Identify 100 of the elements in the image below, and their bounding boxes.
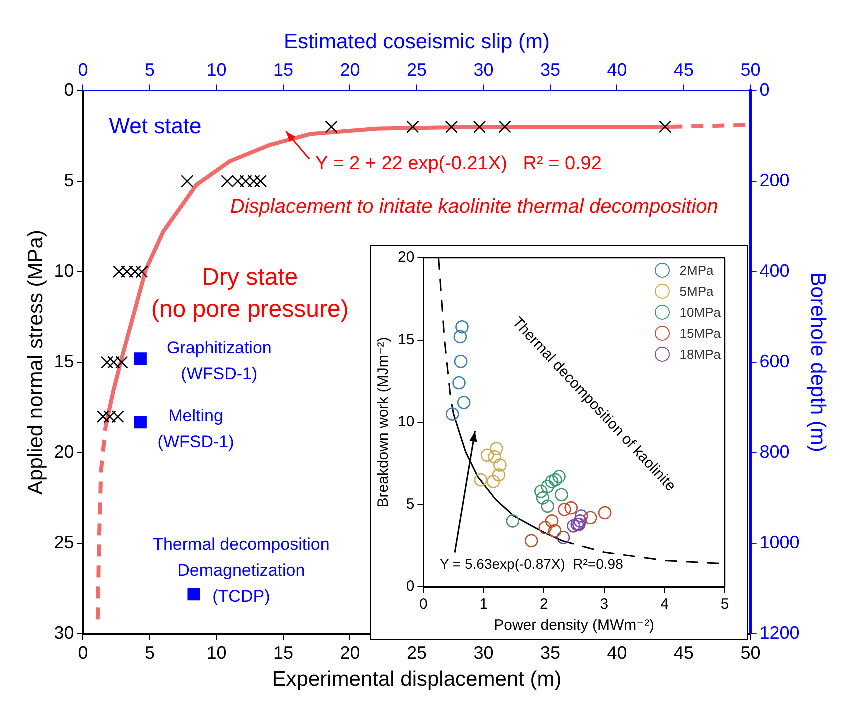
x-tick-label: 40 (607, 642, 628, 663)
x2-tick-label: 0 (78, 60, 88, 80)
y-tick-label: 5 (64, 170, 74, 190)
point (574, 510, 588, 523)
y-tick-label: 0 (406, 578, 415, 596)
annotation: Thermal decomposition Demagnetization (TCDP) (153, 534, 330, 606)
point (134, 352, 147, 366)
annotation: Y = 2 + 22 exp(-0.21X) R² = 0.92 (316, 153, 602, 174)
y2-tick-label: 200 (760, 170, 790, 190)
point (248, 175, 260, 188)
point (473, 120, 486, 134)
point (552, 470, 566, 484)
point (584, 511, 598, 525)
x-tick-label: 0 (420, 596, 428, 614)
point (128, 266, 142, 278)
x2-tick-label: 35 (540, 60, 561, 80)
point (406, 120, 420, 134)
point (456, 320, 469, 334)
x2-tick-label: 20 (340, 60, 360, 80)
x2-axis-title: Estimated coseismic slip (m) (284, 30, 550, 54)
x-tick-label: 0 (78, 642, 88, 663)
point (486, 475, 500, 488)
annotation: Dry state (no pore pressure) (151, 264, 349, 323)
point (541, 500, 554, 514)
point (136, 266, 148, 278)
point (548, 524, 562, 538)
point (534, 484, 548, 498)
point (325, 120, 338, 134)
point (545, 514, 559, 528)
y-tick-label: 25 (54, 532, 74, 553)
point (536, 492, 550, 505)
x-tick-label: 45 (674, 642, 694, 663)
point (555, 488, 568, 502)
y2-tick-label: 1200 (760, 623, 800, 644)
y-tick-label: 30 (54, 623, 74, 644)
x2-tick-label: 5 (144, 60, 155, 80)
y-tick-label: 10 (54, 260, 74, 281)
y-axis-title: Breakdown work (MJm⁻²) (375, 337, 392, 508)
point (558, 503, 572, 516)
point (564, 501, 578, 515)
legend-label: 18MPa (680, 347, 721, 362)
point (488, 450, 502, 464)
point (112, 410, 124, 424)
x-tick-label: 35 (540, 642, 561, 663)
point (659, 120, 672, 134)
point (232, 175, 244, 188)
point (445, 120, 458, 134)
point (524, 534, 538, 548)
point (112, 266, 126, 278)
y-tick-label: 20 (398, 249, 415, 266)
x-axis-title: Experimental displacement (m) (272, 668, 562, 692)
legend-label: 2MPa (680, 263, 714, 278)
x2-tick-label: 10 (206, 60, 227, 80)
point (181, 175, 194, 188)
point (96, 410, 110, 424)
y2-tick-label: 400 (760, 260, 790, 281)
x-tick-label: 4 (660, 596, 669, 614)
annotation: Wet state (109, 113, 202, 138)
annotation: Y = 5.63exp(-0.87X) R²=0.98 (440, 556, 624, 572)
point (108, 356, 120, 369)
y-tick-label: 5 (406, 496, 415, 513)
annotation: Graphitization (WFSD-1) (166, 338, 272, 384)
y-axis-title: Applied normal stress (MPa) (24, 230, 48, 495)
point (492, 468, 506, 482)
point (452, 376, 466, 390)
point (457, 396, 471, 410)
annotation: Melting (WFSD-1) (158, 406, 234, 452)
point (574, 514, 588, 528)
point (120, 266, 134, 278)
y2-tick-label: 0 (760, 80, 770, 100)
x-tick-label: 50 (740, 642, 761, 663)
x2-tick-label: 50 (740, 60, 761, 80)
point (549, 473, 562, 487)
y-tick-label: 20 (54, 442, 74, 462)
x-tick-label: 5 (720, 596, 730, 614)
point (498, 120, 512, 134)
point (116, 356, 128, 369)
point (506, 514, 520, 528)
y-tick-label: 0 (64, 80, 74, 100)
point (545, 475, 559, 488)
point (104, 410, 116, 424)
point (446, 408, 460, 421)
point (494, 458, 507, 472)
y2-tick-label: 800 (760, 442, 790, 462)
x-tick-label: 30 (474, 642, 494, 663)
x-tick-label: 2 (540, 596, 548, 614)
x2-tick-label: 15 (273, 60, 294, 80)
legend-label: 10MPa (680, 305, 721, 320)
point (134, 416, 147, 429)
x-tick-label: 20 (340, 642, 360, 663)
legend-label: 5MPa (680, 284, 714, 299)
point (556, 531, 570, 544)
point (254, 175, 268, 188)
point (538, 521, 552, 534)
point (100, 356, 114, 369)
y2-axis-title: Borehole depth (m) (806, 272, 830, 452)
annotation: Displacement to initate kaolinite thermal decomposition (230, 196, 718, 218)
point (474, 473, 488, 487)
x2-tick-label: 45 (674, 60, 694, 80)
x-tick-label: 3 (600, 596, 609, 614)
